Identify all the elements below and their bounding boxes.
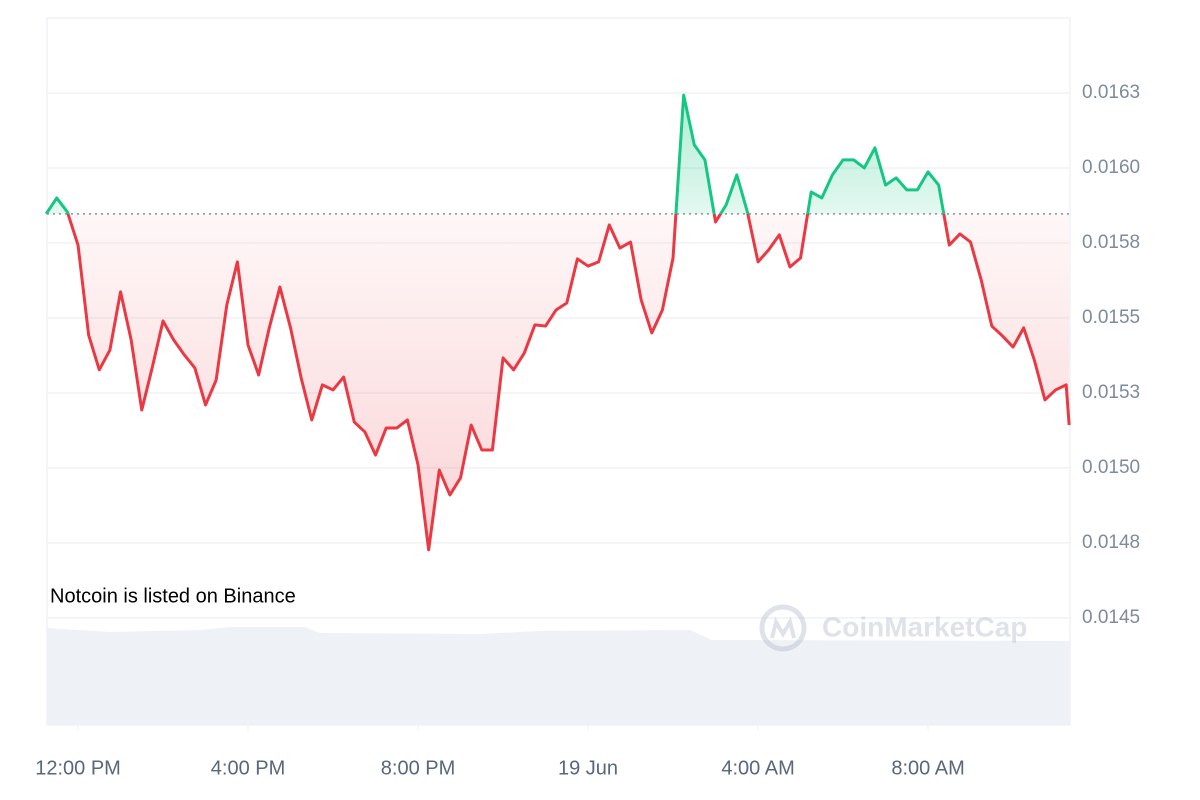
y-tick-label: 0.0163	[1082, 82, 1140, 103]
watermark: CoinMarketCap	[759, 604, 1027, 652]
x-tick-label: 12:00 PM	[35, 757, 121, 779]
y-tick-label: 0.0160	[1082, 157, 1140, 178]
y-tick-label: 0.0150	[1082, 457, 1140, 478]
watermark-logo	[759, 604, 807, 652]
y-tick-label: 0.0148	[1082, 532, 1140, 553]
volume-area	[47, 627, 1070, 725]
x-tick-label: 4:00 AM	[721, 757, 794, 779]
y-tick-label: 0.0158	[1082, 232, 1140, 253]
y-tick-label: 0.0145	[1082, 607, 1140, 628]
y-tick-label: 0.0155	[1082, 307, 1140, 328]
annotation: Notcoin is listed on Binance	[50, 585, 296, 607]
y-tick-label: 0.0153	[1082, 382, 1140, 403]
x-tick-label: 8:00 PM	[381, 757, 455, 779]
area	[46, 95, 1070, 550]
watermark-text: CoinMarketCap	[822, 611, 1027, 642]
plot	[44, 93, 1071, 552]
watermark-logo-mark	[770, 616, 796, 639]
x-tick-label: 8:00 AM	[891, 757, 964, 779]
x-tick-label: 4:00 PM	[211, 757, 285, 779]
price-line	[44, 93, 1071, 552]
x-tick-label: 19 Jun	[558, 757, 618, 779]
